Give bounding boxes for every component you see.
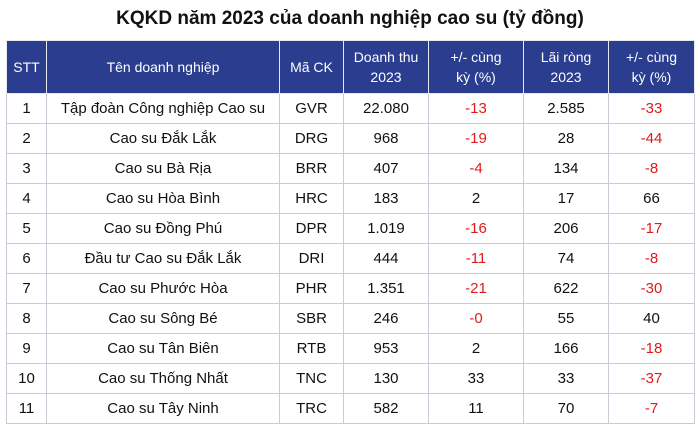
cell-revenue: 582: [343, 393, 429, 424]
cell-ticker: DRG: [279, 123, 344, 154]
cell-profit-change: -37: [608, 363, 695, 394]
page-title: KQKD năm 2023 của doanh nghiệp cao su (t…: [116, 8, 584, 29]
header-net-profit: Lãi ròng 2023: [523, 40, 609, 94]
cell-revenue: 22.080: [343, 93, 429, 124]
cell-stt: 9: [6, 333, 47, 364]
cell-revenue-change: 33: [428, 363, 524, 394]
cell-ticker: PHR: [279, 273, 344, 304]
cell-ticker: DPR: [279, 213, 344, 244]
cell-revenue: 953: [343, 333, 429, 364]
cell-stt: 3: [6, 153, 47, 184]
cell-revenue: 407: [343, 153, 429, 184]
cell-revenue-change: 2: [428, 333, 524, 364]
table-row: 5 Cao su Đồng Phú DPR 1.019 -16 206 -17: [6, 213, 695, 244]
table-row: 6 Đầu tư Cao su Đắk Lắk DRI 444 -11 74 -8: [6, 243, 695, 274]
cell-net-profit: 70: [523, 393, 609, 424]
cell-ticker: TRC: [279, 393, 344, 424]
header-company-name: Tên doanh nghiệp: [46, 40, 280, 94]
cell-revenue: 1.019: [343, 213, 429, 244]
cell-net-profit: 206: [523, 213, 609, 244]
cell-profit-change: -17: [608, 213, 695, 244]
cell-stt: 2: [6, 123, 47, 154]
cell-ticker: HRC: [279, 183, 344, 214]
cell-ticker: TNC: [279, 363, 344, 394]
cell-revenue-change: -11: [428, 243, 524, 274]
cell-stt: 1: [6, 93, 47, 124]
table-row: 4 Cao su Hòa Bình HRC 183 2 17 66: [6, 183, 695, 214]
header-profit-change: +/- cùng kỳ (%): [608, 40, 695, 94]
results-table: STT Tên doanh nghiệp Mã CK Doanh thu 2023…: [6, 40, 695, 424]
cell-ticker: DRI: [279, 243, 344, 274]
cell-net-profit: 166: [523, 333, 609, 364]
cell-ticker: BRR: [279, 153, 344, 184]
cell-profit-change: -18: [608, 333, 695, 364]
cell-revenue: 183: [343, 183, 429, 214]
cell-company-name: Cao su Hòa Bình: [46, 183, 280, 214]
table-body: 1 Tập đoàn Công nghiệp Cao su GVR 22.080 -13…: [6, 93, 695, 424]
cell-revenue: 130: [343, 363, 429, 394]
cell-net-profit: 74: [523, 243, 609, 274]
cell-revenue-change: -19: [428, 123, 524, 154]
table-row: 7 Cao su Phước Hòa PHR 1.351 -21 622 -30: [6, 273, 695, 304]
cell-company-name: Cao su Đắk Lắk: [46, 123, 280, 154]
table-row: 10 Cao su Thống Nhất TNC 130 33 33 -37: [6, 363, 695, 394]
cell-stt: 10: [6, 363, 47, 394]
cell-profit-change: -44: [608, 123, 695, 154]
cell-company-name: Cao su Tân Biên: [46, 333, 280, 364]
cell-net-profit: 2.585: [523, 93, 609, 124]
header-ticker: Mã CK: [279, 40, 344, 94]
cell-net-profit: 622: [523, 273, 609, 304]
cell-revenue: 444: [343, 243, 429, 274]
table-row: 3 Cao su Bà Rịa BRR 407 -4 134 -8: [6, 153, 695, 184]
cell-net-profit: 134: [523, 153, 609, 184]
cell-profit-change: 40: [608, 303, 695, 334]
cell-stt: 4: [6, 183, 47, 214]
cell-revenue-change: -13: [428, 93, 524, 124]
header-revenue-change: +/- cùng kỳ (%): [428, 40, 524, 94]
cell-net-profit: 55: [523, 303, 609, 334]
table-row: 8 Cao su Sông Bé SBR 246 -0 55 40: [6, 303, 695, 334]
cell-company-name: Cao su Đồng Phú: [46, 213, 280, 244]
table-row: 1 Tập đoàn Công nghiệp Cao su GVR 22.080 -13…: [6, 93, 695, 124]
cell-profit-change: -30: [608, 273, 695, 304]
cell-revenue: 1.351: [343, 273, 429, 304]
cell-revenue: 968: [343, 123, 429, 154]
cell-company-name: Cao su Thống Nhất: [46, 363, 280, 394]
cell-stt: 11: [6, 393, 47, 424]
cell-profit-change: -7: [608, 393, 695, 424]
cell-revenue-change: 2: [428, 183, 524, 214]
table-row: 2 Cao su Đắk Lắk DRG 968 -19 28 -44: [6, 123, 695, 154]
cell-company-name: Cao su Sông Bé: [46, 303, 280, 334]
cell-stt: 8: [6, 303, 47, 334]
cell-stt: 5: [6, 213, 47, 244]
cell-company-name: Cao su Tây Ninh: [46, 393, 280, 424]
cell-company-name: Cao su Bà Rịa: [46, 153, 280, 184]
cell-revenue: 246: [343, 303, 429, 334]
cell-profit-change: -33: [608, 93, 695, 124]
cell-profit-change: 66: [608, 183, 695, 214]
cell-company-name: Tập đoàn Công nghiệp Cao su: [46, 93, 280, 124]
table-header-row: STT Tên doanh nghiệp Mã CK Doanh thu 2023…: [6, 40, 695, 94]
cell-revenue-change: -21: [428, 273, 524, 304]
cell-company-name: Cao su Phước Hòa: [46, 273, 280, 304]
cell-stt: 7: [6, 273, 47, 304]
header-revenue: Doanh thu 2023: [343, 40, 429, 94]
cell-net-profit: 28: [523, 123, 609, 154]
cell-ticker: RTB: [279, 333, 344, 364]
cell-profit-change: -8: [608, 153, 695, 184]
cell-revenue-change: 11: [428, 393, 524, 424]
cell-revenue-change: -16: [428, 213, 524, 244]
cell-company-name: Đầu tư Cao su Đắk Lắk: [46, 243, 280, 274]
cell-ticker: SBR: [279, 303, 344, 334]
cell-profit-change: -8: [608, 243, 695, 274]
header-stt: STT: [6, 40, 47, 94]
cell-ticker: GVR: [279, 93, 344, 124]
cell-stt: 6: [6, 243, 47, 274]
cell-revenue-change: -0: [428, 303, 524, 334]
cell-net-profit: 17: [523, 183, 609, 214]
table-row: 11 Cao su Tây Ninh TRC 582 11 70 -7: [6, 393, 695, 424]
table-row: 9 Cao su Tân Biên RTB 953 2 166 -18: [6, 333, 695, 364]
cell-revenue-change: -4: [428, 153, 524, 184]
cell-net-profit: 33: [523, 363, 609, 394]
